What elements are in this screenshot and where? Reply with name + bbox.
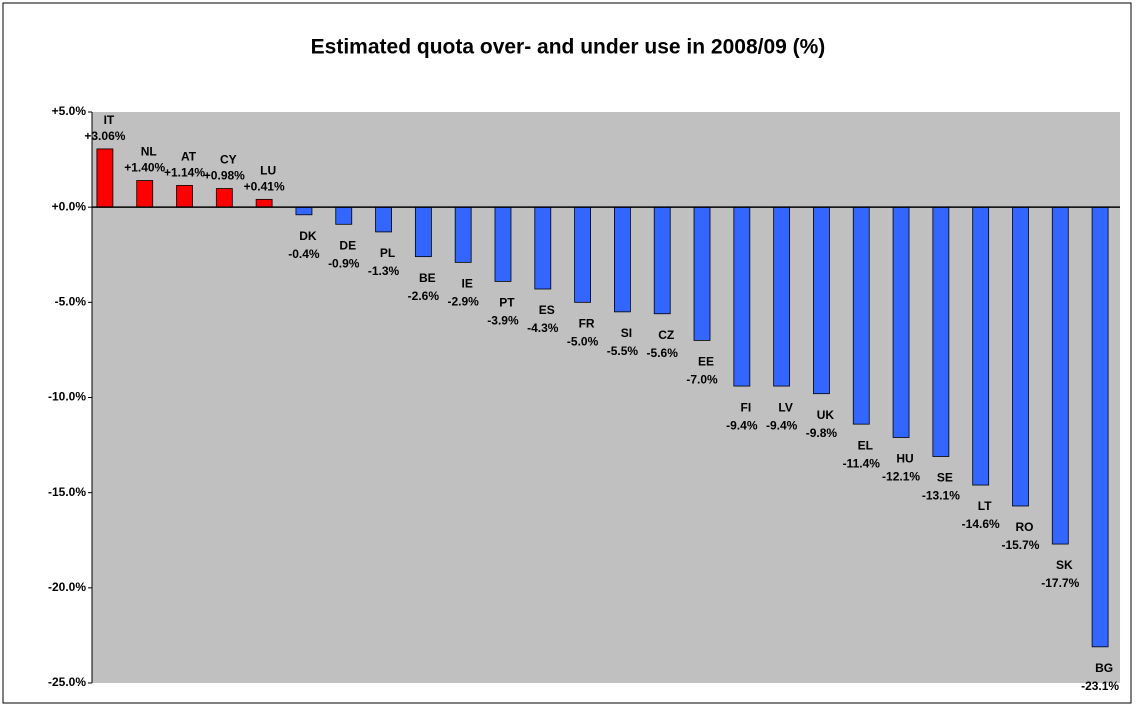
bar (813, 206, 830, 395)
bar (494, 206, 512, 282)
bar (932, 206, 950, 457)
value-label: -7.0% (686, 373, 718, 387)
y-tick-label: -25.0% (48, 675, 86, 689)
value-label: -5.6% (647, 346, 679, 360)
category-label: DK (299, 229, 317, 243)
bar (96, 148, 114, 208)
value-label: +1.40% (124, 161, 165, 175)
category-label: SI (621, 326, 632, 340)
bar (852, 206, 870, 425)
y-tick-label: +0.0% (52, 199, 87, 213)
bar (693, 206, 711, 341)
y-tick-label: -5.0% (55, 295, 87, 309)
value-label: +0.41% (244, 180, 285, 194)
value-label: +1.14% (164, 166, 205, 180)
bar (255, 198, 273, 208)
bar (1012, 206, 1029, 507)
category-label: LT (978, 499, 992, 513)
category-label: BE (419, 271, 436, 285)
category-label: PT (499, 296, 515, 310)
category-label: IE (462, 277, 473, 291)
category-label: ES (539, 303, 555, 317)
value-label: -15.7% (1001, 538, 1039, 552)
bar (414, 206, 432, 258)
bar (574, 206, 591, 303)
category-label: SE (937, 471, 953, 485)
value-label: -1.3% (368, 264, 400, 278)
value-label: -0.4% (288, 247, 320, 261)
bar (892, 206, 910, 438)
value-label: -9.4% (726, 418, 758, 432)
category-label: NL (141, 145, 157, 159)
category-label: BG (1095, 661, 1113, 675)
bar (653, 206, 671, 315)
bar (454, 206, 472, 263)
category-label: AT (181, 150, 197, 164)
category-label: RO (1015, 520, 1033, 534)
value-label: -2.9% (447, 295, 479, 309)
bar (176, 185, 193, 208)
value-label: -23.1% (1081, 679, 1119, 693)
value-label: -14.6% (962, 517, 1000, 531)
value-label: -4.3% (527, 321, 559, 335)
value-label: -9.4% (766, 418, 798, 432)
bar (295, 206, 313, 216)
y-tick-label: -15.0% (48, 485, 86, 499)
bar (773, 206, 791, 387)
category-label: FI (740, 400, 751, 414)
category-label: EL (858, 438, 873, 452)
category-label: HU (896, 452, 913, 466)
category-label: PL (380, 246, 395, 260)
y-tick-label: -10.0% (48, 390, 86, 404)
value-label: -12.1% (882, 470, 920, 484)
value-label: -13.1% (922, 489, 960, 503)
category-label: LV (778, 400, 792, 414)
value-label: +3.06% (84, 129, 125, 143)
value-label: -2.6% (408, 289, 440, 303)
bar (136, 180, 154, 208)
value-label: -0.9% (328, 256, 360, 270)
value-label: -5.0% (567, 335, 599, 349)
category-label: UK (817, 408, 835, 422)
category-label: CY (220, 153, 237, 167)
chart-title: Estimated quota over- and under use in 2… (311, 36, 826, 59)
bar (534, 206, 552, 290)
y-tick-label: +5.0% (52, 104, 87, 118)
value-label: +0.98% (204, 169, 245, 183)
bar (1091, 206, 1109, 648)
value-label: -5.5% (607, 344, 639, 358)
category-label: DE (339, 238, 356, 252)
bar (215, 188, 233, 208)
bar (335, 206, 353, 225)
category-label: IT (104, 113, 115, 127)
bar (614, 206, 631, 313)
category-label: FR (579, 317, 595, 331)
bar (972, 206, 990, 486)
bar (733, 206, 751, 387)
bar (1051, 206, 1069, 545)
value-label: -17.7% (1041, 576, 1079, 590)
y-tick-label: -20.0% (48, 580, 86, 594)
category-label: CZ (658, 328, 674, 342)
bar (375, 206, 392, 233)
category-label: SK (1056, 558, 1073, 572)
category-label: EE (698, 355, 714, 369)
value-label: -3.9% (487, 314, 519, 328)
value-label: -9.8% (806, 426, 838, 440)
plot-area (92, 112, 1120, 683)
value-label: -11.4% (843, 456, 881, 470)
category-label: LU (260, 164, 276, 178)
